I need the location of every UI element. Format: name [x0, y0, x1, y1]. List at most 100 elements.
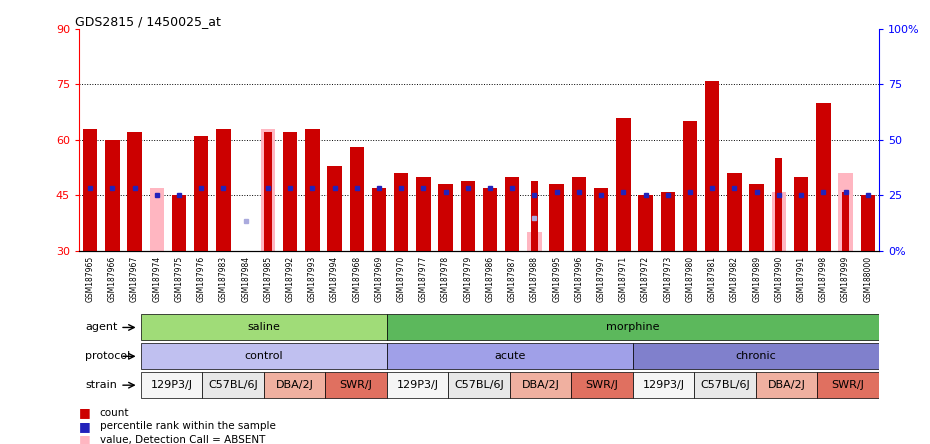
Bar — [705, 81, 720, 251]
Text: GSM187975: GSM187975 — [175, 256, 183, 302]
Text: DBA/2J: DBA/2J — [767, 380, 805, 390]
Text: GSM187984: GSM187984 — [241, 256, 250, 302]
Bar — [817, 103, 830, 251]
Text: GSM187978: GSM187978 — [441, 256, 450, 302]
Bar — [326, 372, 387, 398]
Bar — [264, 132, 272, 251]
Text: protocol: protocol — [86, 351, 130, 361]
Text: GSM187991: GSM187991 — [797, 256, 805, 302]
Bar — [260, 129, 275, 251]
Bar — [140, 372, 202, 398]
Text: ■: ■ — [79, 420, 91, 433]
Text: GSM187995: GSM187995 — [552, 256, 561, 302]
Bar — [217, 129, 231, 251]
Bar — [327, 166, 341, 251]
Bar — [527, 232, 541, 251]
Bar — [202, 372, 263, 398]
Bar — [756, 372, 817, 398]
Text: saline: saline — [247, 322, 280, 333]
Bar — [660, 192, 675, 251]
Text: agent: agent — [86, 322, 117, 333]
Text: GSM187976: GSM187976 — [197, 256, 206, 302]
Text: value, Detection Call = ABSENT: value, Detection Call = ABSENT — [100, 435, 265, 444]
Text: GSM187980: GSM187980 — [685, 256, 695, 302]
Bar — [105, 140, 120, 251]
Text: GSM187968: GSM187968 — [352, 256, 361, 302]
Bar — [448, 372, 510, 398]
Text: GSM187972: GSM187972 — [641, 256, 650, 302]
Bar — [417, 177, 431, 251]
Bar — [550, 184, 564, 251]
Bar — [727, 173, 741, 251]
Bar — [794, 177, 808, 251]
Text: GSM187967: GSM187967 — [130, 256, 140, 302]
Bar — [387, 343, 632, 369]
Text: GSM187969: GSM187969 — [375, 256, 383, 302]
Bar — [194, 136, 208, 251]
Text: GSM187981: GSM187981 — [708, 256, 717, 302]
Bar — [263, 372, 326, 398]
Bar — [510, 372, 571, 398]
Bar — [150, 188, 164, 251]
Bar — [860, 195, 875, 251]
Text: 129P3/J: 129P3/J — [396, 380, 438, 390]
Bar — [531, 181, 538, 251]
Bar — [505, 177, 520, 251]
Bar — [460, 181, 475, 251]
Text: GSM187979: GSM187979 — [463, 256, 472, 302]
Text: morphine: morphine — [606, 322, 659, 333]
Bar — [776, 159, 782, 251]
Text: strain: strain — [86, 380, 117, 390]
Bar — [772, 192, 786, 251]
Text: GSM188000: GSM188000 — [863, 256, 872, 302]
Text: GSM187993: GSM187993 — [308, 256, 317, 302]
Text: GSM187986: GSM187986 — [485, 256, 495, 302]
Text: GSM187983: GSM187983 — [219, 256, 228, 302]
Bar — [483, 188, 498, 251]
Bar — [140, 343, 387, 369]
Text: 129P3/J: 129P3/J — [151, 380, 193, 390]
Text: GSM187971: GSM187971 — [618, 256, 628, 302]
Bar — [750, 184, 764, 251]
Text: acute: acute — [494, 351, 525, 361]
Text: GSM187996: GSM187996 — [575, 256, 583, 302]
Text: 129P3/J: 129P3/J — [643, 380, 684, 390]
Text: ■: ■ — [79, 406, 91, 420]
Text: GSM187990: GSM187990 — [775, 256, 783, 302]
Bar — [617, 118, 631, 251]
Text: GSM187987: GSM187987 — [508, 256, 517, 302]
Bar — [571, 372, 632, 398]
Bar — [632, 372, 695, 398]
Text: count: count — [100, 408, 129, 418]
Text: GSM187973: GSM187973 — [663, 256, 672, 302]
Text: control: control — [245, 351, 283, 361]
Bar — [387, 314, 879, 341]
Text: C57BL/6J: C57BL/6J — [700, 380, 750, 390]
Bar — [387, 372, 448, 398]
Text: DBA/2J: DBA/2J — [522, 380, 560, 390]
Text: GSM187977: GSM187977 — [418, 256, 428, 302]
Text: percentile rank within the sample: percentile rank within the sample — [100, 421, 275, 432]
Text: SWR/J: SWR/J — [339, 380, 372, 390]
Bar — [372, 188, 386, 251]
Bar — [140, 314, 387, 341]
Text: C57BL/6J: C57BL/6J — [454, 380, 504, 390]
Bar — [127, 132, 141, 251]
Text: GSM187970: GSM187970 — [397, 256, 405, 302]
Bar — [350, 147, 364, 251]
Bar — [817, 372, 879, 398]
Text: GSM187994: GSM187994 — [330, 256, 339, 302]
Text: SWR/J: SWR/J — [586, 380, 618, 390]
Bar — [842, 192, 849, 251]
Text: GSM187998: GSM187998 — [818, 256, 828, 302]
Text: GSM187992: GSM187992 — [286, 256, 295, 302]
Text: SWR/J: SWR/J — [831, 380, 865, 390]
Text: chronic: chronic — [736, 351, 777, 361]
Bar — [83, 129, 98, 251]
Text: GSM187999: GSM187999 — [841, 256, 850, 302]
Bar — [683, 121, 698, 251]
Text: GSM187966: GSM187966 — [108, 256, 117, 302]
Bar — [838, 173, 853, 251]
Bar — [632, 343, 879, 369]
Bar — [695, 372, 756, 398]
